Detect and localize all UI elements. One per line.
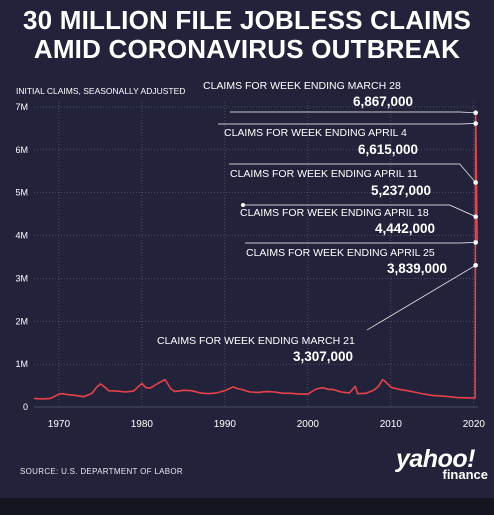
data-point-marker [473, 240, 478, 245]
y-tick-label: 3M [15, 273, 28, 283]
data-point-marker [473, 110, 478, 115]
annotation-label: CLAIMS FOR WEEK ENDING MARCH 21 [157, 335, 355, 347]
infographic-card [0, 0, 494, 498]
y-tick-label: 0 [23, 402, 28, 412]
annotation-value: 6,615,000 [358, 142, 418, 157]
x-tick-label: 2020 [463, 419, 486, 430]
y-tick-label: 2M [15, 316, 28, 326]
annotation-value: 5,237,000 [371, 183, 431, 198]
x-tick-labels: 1970 1980 1990 2000 2010 2020 [48, 419, 486, 430]
grid-lines [34, 102, 478, 408]
annotation-leader [229, 163, 476, 183]
claims-series-line [33, 111, 478, 400]
yahoo-finance-logo: yahoo! finance [396, 446, 488, 486]
data-point-marker [473, 180, 478, 185]
data-point-marker [473, 121, 478, 126]
x-tick-label: 1990 [214, 419, 237, 430]
annotation-label: CLAIMS FOR WEEK ENDING APRIL 18 [240, 207, 429, 219]
logo-wordmark: yahoo! [396, 445, 475, 473]
y-tick-label: 5M [15, 188, 28, 198]
x-tick-label: 2010 [380, 419, 403, 430]
y-tick-label: 7M [15, 102, 28, 112]
y-tick-label: 6M [15, 145, 28, 155]
y-tick-labels: 0 1M 2M 3M 4M 5M 6M 7M [15, 102, 28, 412]
x-tick-label: 1980 [131, 419, 154, 430]
annotation-leader [243, 204, 476, 217]
annotation-label: CLAIMS FOR WEEK ENDING APRIL 25 [246, 247, 435, 259]
annotation-label: CLAIMS FOR WEEK ENDING APRIL 4 [224, 127, 407, 139]
annotation-label: CLAIMS FOR WEEK ENDING MARCH 28 [203, 80, 401, 92]
y-tick-label: 1M [15, 359, 28, 369]
y-axis-label: INITIAL CLAIMS, SEASONALLY ADJUSTED [16, 86, 185, 96]
y-tick-label: 4M [15, 231, 28, 241]
annotation-value: 3,307,000 [293, 349, 353, 364]
data-point-marker [473, 214, 478, 219]
logo-subtitle: finance [442, 467, 488, 482]
annotation-value: 6,867,000 [353, 94, 413, 109]
headline-line-2: AMID CORONAVIRUS OUTBREAK [33, 34, 461, 64]
x-tick-label: 2000 [297, 419, 320, 430]
data-point-marker [473, 262, 478, 268]
annotation-leader [366, 264, 476, 331]
annotation-leader [245, 242, 476, 244]
annotation-label: CLAIMS FOR WEEK ENDING APRIL 11 [230, 168, 418, 180]
annotation-leader [218, 123, 476, 125]
annotation-leader [230, 111, 476, 114]
footer-strip [0, 498, 494, 515]
annotation-value: 4,442,000 [375, 221, 435, 236]
headline-line-1: 30 MILLION FILE JOBLESS CLAIMS [22, 5, 472, 35]
headline: 30 MILLION FILE JOBLESS CLAIMS AMID CORO… [0, 6, 494, 64]
jobless-claims-chart: INITIAL CLAIMS, SEASONALLY ADJUSTED 0 1M 2… [15, 80, 486, 430]
source-note: SOURCE: U.S. DEPARTMENT OF LABOR [20, 467, 183, 476]
weekly-annotations: CLAIMS FOR WEEK ENDING MARCH 28 6,867,000… [157, 80, 478, 364]
x-tick-label: 1970 [48, 419, 71, 430]
annotation-value: 3,839,000 [387, 261, 447, 276]
